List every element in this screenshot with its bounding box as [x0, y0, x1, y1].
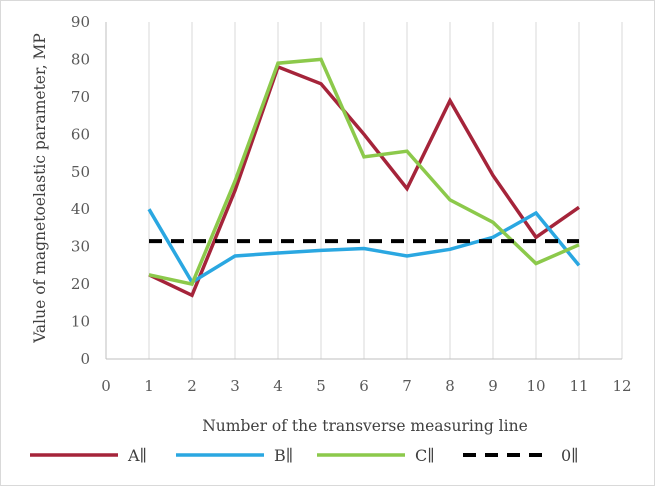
x-axis-title: Number of the transverse measuring line [202, 417, 528, 435]
data-point-0-8 [448, 99, 452, 103]
data-point-2-10 [534, 262, 538, 266]
data-point-2-3 [233, 179, 237, 183]
series-layer [147, 57, 581, 298]
y-tick-label-10: 10 [71, 313, 90, 331]
legend-label-3: 0∥ [561, 446, 579, 465]
grid-layer [148, 22, 623, 359]
data-point-0-10 [534, 235, 538, 239]
data-point-0-6 [362, 132, 366, 136]
y-tick-label-90: 90 [71, 13, 90, 31]
x-tick-label-5: 5 [316, 377, 326, 395]
series-line-2 [148, 57, 580, 287]
data-point-3-9 [491, 239, 495, 243]
legend: A∥ B∥ C∥ 0∥ [30, 446, 579, 465]
data-point-1-4 [276, 251, 280, 255]
data-point-1-10 [534, 211, 538, 215]
y-tick-label-0: 0 [80, 350, 90, 368]
data-point-1-9 [491, 235, 495, 239]
data-point-1-8 [448, 247, 452, 251]
x-tick-label-7: 7 [402, 377, 412, 395]
data-point-3-6 [362, 239, 366, 243]
y-tick-label-50: 50 [71, 163, 90, 181]
data-point-3-3 [233, 239, 237, 243]
data-point-1-5 [319, 248, 323, 252]
data-point-2-8 [448, 198, 452, 202]
data-point-2-1 [147, 273, 151, 277]
data-point-2-2 [190, 282, 194, 286]
y-tick-label-40: 40 [71, 200, 90, 218]
data-point-1-11 [577, 263, 581, 267]
data-point-3-4 [276, 239, 280, 243]
series-line-0 [148, 64, 581, 298]
data-point-3-11 [577, 239, 581, 243]
x-tick-label-0: 0 [101, 377, 111, 395]
x-tick-label-3: 3 [230, 377, 240, 395]
x-tick-label-9: 9 [488, 377, 498, 395]
data-point-1-7 [405, 254, 409, 258]
data-point-3-7 [405, 239, 409, 243]
data-point-2-9 [491, 220, 495, 224]
data-point-2-6 [362, 155, 366, 159]
data-point-1-1 [147, 207, 151, 211]
data-point-0-5 [319, 82, 323, 86]
y-tick-label-70: 70 [71, 88, 90, 106]
y-tick-label-80: 80 [71, 50, 90, 68]
x-tick-label-6: 6 [359, 377, 369, 395]
x-tick-label-1: 1 [144, 377, 154, 395]
data-point-1-6 [362, 247, 366, 251]
x-tick-label-8: 8 [445, 377, 455, 395]
x-tick-label-2: 2 [187, 377, 197, 395]
axis-layer [105, 22, 622, 360]
data-point-0-11 [577, 205, 581, 209]
y-axis-title: Value of magnetoelastic parameter, MP [31, 33, 49, 344]
y-tick-label-30: 30 [71, 238, 90, 256]
data-point-0-2 [190, 293, 194, 297]
y-tick-label-20: 20 [71, 275, 90, 293]
x-tick-label-4: 4 [273, 377, 283, 395]
legend-label-0: A∥ [127, 446, 147, 465]
data-point-2-4 [276, 61, 280, 65]
data-point-3-2 [190, 239, 194, 243]
data-point-3-8 [448, 239, 452, 243]
data-point-0-3 [233, 189, 237, 193]
legend-label-2: C∥ [415, 446, 435, 465]
data-point-3-5 [319, 239, 323, 243]
x-tick-label-12: 12 [612, 377, 631, 395]
legend-label-1: B∥ [274, 446, 293, 465]
data-point-0-9 [491, 174, 495, 178]
data-point-3-10 [534, 239, 538, 243]
data-point-2-11 [577, 243, 581, 247]
data-point-1-3 [233, 254, 237, 258]
data-point-2-5 [319, 57, 323, 61]
x-tick-label-11: 11 [569, 377, 588, 395]
data-point-0-7 [405, 187, 409, 191]
data-point-2-7 [405, 149, 409, 153]
x-tick-label-10: 10 [526, 377, 545, 395]
series-line-1 [147, 208, 581, 285]
y-tick-label-60: 60 [71, 125, 90, 143]
data-point-3-1 [147, 239, 151, 243]
